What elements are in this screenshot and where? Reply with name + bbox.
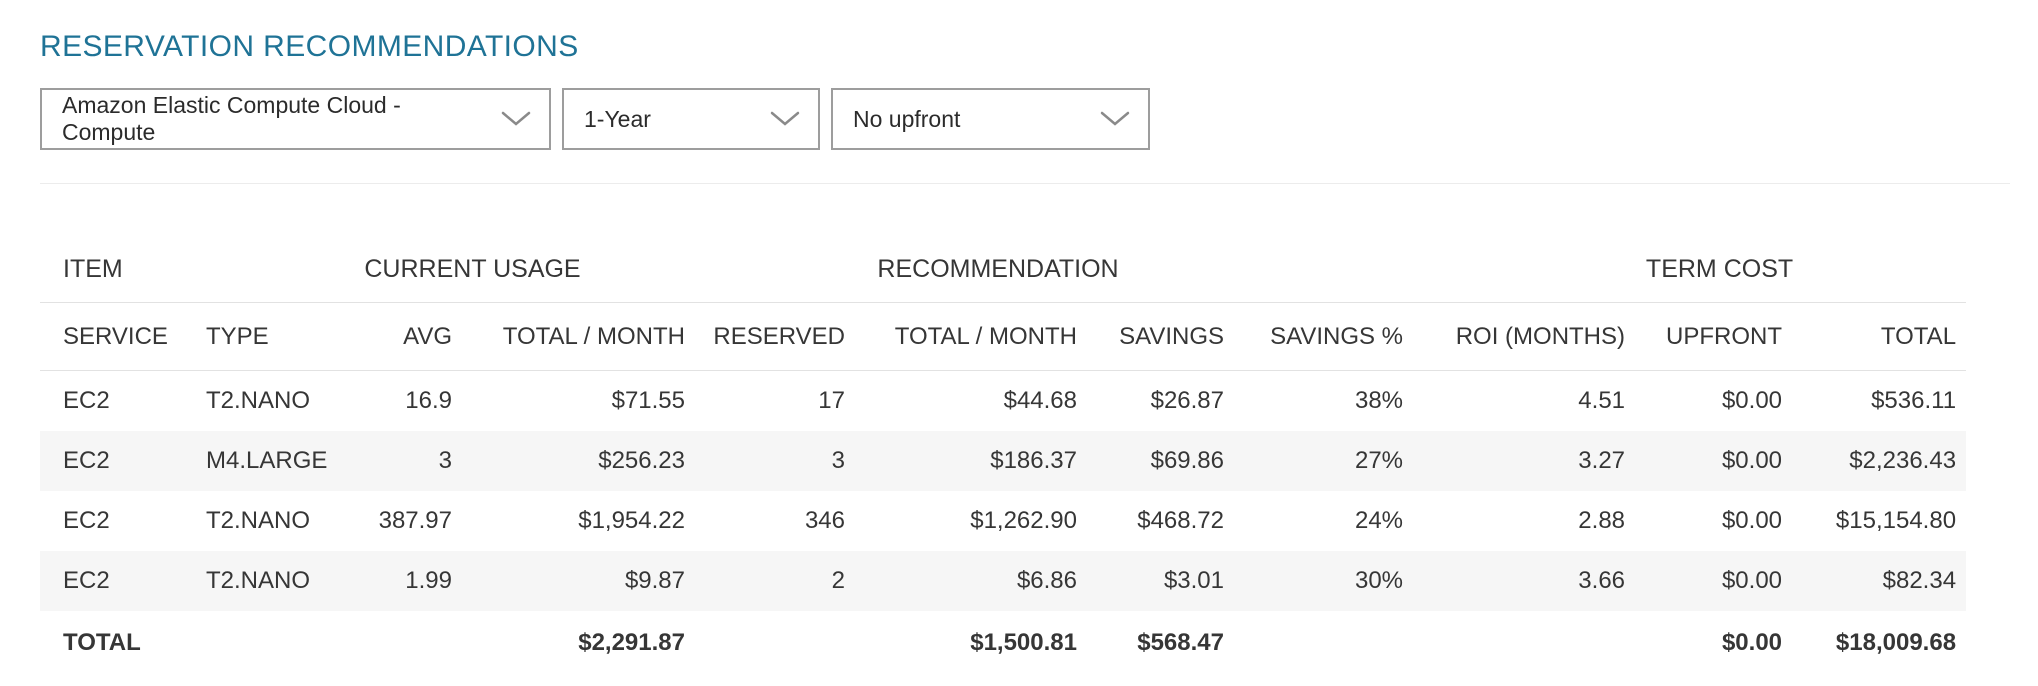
table-column-header-row: SERVICE TYPE AVG TOTAL / MONTH RESERVED … <box>40 302 1967 371</box>
total-upfront: $0.00 <box>1721 629 1783 656</box>
cell-reserved: 3 <box>831 447 845 474</box>
term-select[interactable]: 1-Year <box>562 88 820 150</box>
service-select[interactable]: Amazon Elastic Compute Cloud - Compute <box>40 88 551 150</box>
group-header-recommendation: RECOMMENDATION <box>695 184 1414 303</box>
cell-savings: $69.86 <box>1150 447 1224 474</box>
column-header-savings: SAVINGS <box>1087 302 1234 371</box>
column-header-current-total-month: TOTAL / MONTH <box>462 302 695 371</box>
cell-savings-pct: 27% <box>1354 447 1404 474</box>
cell-savings: $3.01 <box>1163 567 1224 594</box>
cell-avg: 1.99 <box>405 567 452 594</box>
column-header-rec-total-month: TOTAL / MONTH <box>855 302 1087 371</box>
table-group-header-row: ITEM CURRENT USAGE RECOMMENDATION TERM C… <box>40 184 1967 303</box>
cell-savings-pct: 38% <box>1354 387 1404 414</box>
cell-service: EC2 <box>63 507 110 534</box>
column-header-roi-months: ROI (MONTHS) <box>1413 302 1636 371</box>
cell-savings: $468.72 <box>1137 507 1224 534</box>
cell-type: T2.NANO <box>206 567 311 594</box>
cell-roi-months: 2.88 <box>1578 507 1626 534</box>
column-header-reserved: RESERVED <box>695 302 855 371</box>
term-select-value: 1-Year <box>584 105 651 132</box>
cell-rec-total-month: $1,262.90 <box>970 507 1077 534</box>
group-header-term-cost: TERM COST <box>1413 184 1967 303</box>
total-roi-months <box>1413 611 1635 675</box>
table-row: EC2 T2.NANO 387.97 $1,954.22 346 $1,262.… <box>40 491 1966 551</box>
cell-roi-months: 3.66 <box>1578 567 1626 594</box>
cell-service: EC2 <box>63 447 110 474</box>
total-label: TOTAL <box>63 629 141 656</box>
service-select-value: Amazon Elastic Compute Cloud - Compute <box>62 92 401 145</box>
cell-rec-total-month: $6.86 <box>1016 567 1077 594</box>
cell-service: EC2 <box>63 567 110 594</box>
cell-current-total-month: $256.23 <box>598 447 685 474</box>
filter-bar: Amazon Elastic Compute Cloud - Compute 1… <box>40 88 2010 150</box>
cell-rec-total-month: $44.68 <box>1003 387 1077 414</box>
total-type <box>200 611 370 675</box>
page-title: RESERVATION RECOMMENDATIONS <box>40 30 579 63</box>
recommendations-table: ITEM CURRENT USAGE RECOMMENDATION TERM C… <box>40 184 1967 675</box>
section-divider <box>40 183 2010 184</box>
cell-roi-months: 4.51 <box>1578 387 1626 414</box>
total-rec-total-month: $1,500.81 <box>970 629 1077 656</box>
cell-total: $536.11 <box>1871 387 1957 414</box>
cell-reserved: 346 <box>804 507 845 534</box>
column-header-type: TYPE <box>200 302 370 371</box>
cell-total: $2,236.43 <box>1849 447 1957 474</box>
total-avg <box>370 611 462 675</box>
cell-current-total-month: $1,954.22 <box>578 507 685 534</box>
cell-reserved: 17 <box>818 387 845 414</box>
total-current-total-month: $2,291.87 <box>578 629 685 656</box>
cell-upfront: $0.00 <box>1721 387 1783 414</box>
table-row: EC2 T2.NANO 1.99 $9.87 2 $6.86 $3.01 30%… <box>40 551 1967 611</box>
column-header-savings-pct: SAVINGS % <box>1234 302 1414 371</box>
column-header-avg: AVG <box>370 302 462 371</box>
chevron-down-icon <box>770 111 800 126</box>
total-reserved <box>695 611 855 675</box>
payment-option-select[interactable]: No upfront <box>831 88 1150 150</box>
group-header-item: ITEM <box>40 184 370 303</box>
cell-upfront: $0.00 <box>1721 507 1783 534</box>
column-header-total: TOTAL <box>1792 302 1967 371</box>
chevron-down-icon <box>501 111 531 126</box>
group-header-current-usage: CURRENT USAGE <box>364 184 695 303</box>
cell-type: M4.LARGE <box>206 447 328 474</box>
cell-savings-pct: 24% <box>1354 507 1404 534</box>
cell-avg: 16.9 <box>405 387 452 414</box>
cell-reserved: 2 <box>831 567 845 594</box>
total-total: $18,009.68 <box>1835 629 1957 656</box>
total-savings: $568.47 <box>1137 629 1224 656</box>
cell-total: $82.34 <box>1882 567 1957 594</box>
column-header-service: SERVICE <box>40 302 200 371</box>
table-total-row: TOTAL $2,291.87 $1,500.81 $568.47 $0.00 … <box>40 611 1966 675</box>
total-savings-pct <box>1234 611 1413 675</box>
cell-type: T2.NANO <box>206 507 311 534</box>
cell-savings-pct: 30% <box>1354 567 1404 594</box>
cell-current-total-month: $71.55 <box>611 387 685 414</box>
table-row: EC2 M4.LARGE 3 $256.23 3 $186.37 $69.86 … <box>40 431 1967 491</box>
cell-service: EC2 <box>63 387 110 414</box>
cell-type: T2.NANO <box>206 387 311 414</box>
cell-roi-months: 3.27 <box>1578 447 1626 474</box>
cell-upfront: $0.00 <box>1721 447 1783 474</box>
cell-upfront: $0.00 <box>1721 567 1783 594</box>
cell-current-total-month: $9.87 <box>624 567 685 594</box>
chevron-down-icon <box>1100 111 1130 126</box>
cell-avg: 3 <box>438 447 452 474</box>
cell-avg: 387.97 <box>378 507 452 534</box>
cell-rec-total-month: $186.37 <box>990 447 1077 474</box>
cell-savings: $26.87 <box>1150 387 1224 414</box>
table-row: EC2 T2.NANO 16.9 $71.55 17 $44.68 $26.87… <box>40 371 1966 432</box>
payment-option-select-value: No upfront <box>853 105 961 132</box>
cell-total: $15,154.80 <box>1835 507 1957 534</box>
column-header-upfront: UPFRONT <box>1635 302 1793 371</box>
